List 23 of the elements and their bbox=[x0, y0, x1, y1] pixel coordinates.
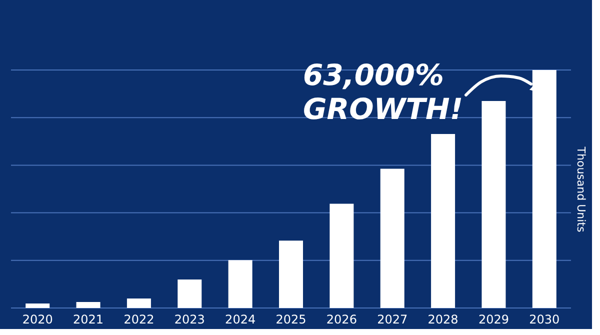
x-tick-label: 2022 bbox=[124, 312, 154, 326]
x-tick-label: 2024 bbox=[225, 312, 256, 326]
bar bbox=[126, 298, 151, 308]
x-tick-label: 2028 bbox=[428, 312, 458, 326]
x-tick-label: 2021 bbox=[73, 312, 104, 326]
x-tick-label: 2030 bbox=[529, 312, 560, 326]
bar bbox=[228, 260, 252, 308]
annotation: 63,000% GROWTH! bbox=[303, 58, 464, 126]
x-tick-label: 2020 bbox=[22, 312, 53, 326]
x-tick-label: 2026 bbox=[326, 312, 357, 326]
bar bbox=[26, 303, 50, 308]
x-tick-label: 2025 bbox=[276, 312, 306, 326]
bar bbox=[279, 240, 303, 308]
bar bbox=[76, 302, 100, 308]
bar bbox=[482, 100, 506, 308]
x-tick-label: 2027 bbox=[377, 312, 408, 326]
bar bbox=[431, 134, 456, 308]
y-axis-title: Thousand Units bbox=[574, 146, 588, 232]
bar bbox=[178, 279, 202, 308]
x-tick-label: 2023 bbox=[174, 312, 205, 326]
x-tick-label: 2029 bbox=[478, 312, 509, 326]
bar bbox=[330, 204, 354, 308]
bar bbox=[380, 168, 404, 308]
